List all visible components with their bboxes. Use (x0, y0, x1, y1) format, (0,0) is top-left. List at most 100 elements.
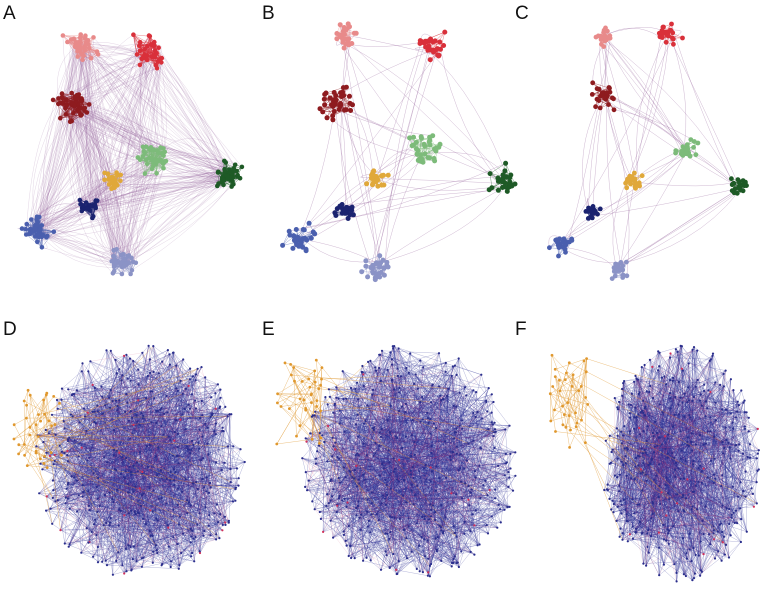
node (192, 537, 195, 540)
node (169, 471, 172, 474)
node (336, 504, 339, 507)
node (599, 90, 605, 96)
node (669, 21, 674, 27)
node (65, 487, 68, 490)
node (564, 425, 568, 429)
node (314, 358, 318, 362)
node (67, 388, 70, 391)
node (117, 524, 120, 527)
node (377, 274, 383, 280)
node (79, 112, 84, 118)
node (438, 477, 441, 480)
node (389, 531, 392, 534)
node (310, 392, 313, 396)
node (444, 370, 447, 373)
node (159, 157, 164, 163)
node (43, 455, 46, 458)
node (380, 172, 386, 178)
node (605, 488, 609, 491)
node (449, 455, 452, 458)
node (63, 427, 66, 430)
node (722, 372, 725, 375)
node (644, 405, 647, 408)
node (113, 448, 116, 451)
node (624, 462, 627, 465)
node (77, 47, 83, 52)
node (327, 502, 330, 505)
node (657, 436, 660, 439)
node (722, 452, 725, 455)
node (66, 483, 69, 486)
node (39, 223, 45, 228)
node (461, 497, 464, 500)
node (757, 468, 760, 471)
node (223, 461, 226, 464)
node (679, 457, 682, 460)
node (586, 403, 590, 406)
node (235, 174, 240, 179)
node (640, 366, 643, 369)
node (153, 62, 159, 68)
node (688, 414, 691, 417)
node (729, 378, 733, 381)
node (377, 262, 382, 268)
node (132, 423, 135, 426)
node (304, 471, 307, 474)
node (702, 533, 705, 536)
node (325, 504, 328, 507)
node (45, 495, 48, 498)
node (310, 437, 314, 441)
node (181, 392, 184, 395)
node (750, 487, 753, 490)
node (499, 521, 502, 524)
node (457, 469, 460, 472)
node (441, 532, 445, 535)
node (196, 487, 199, 490)
node (417, 41, 423, 46)
node (724, 426, 727, 429)
node (311, 500, 314, 503)
node (362, 559, 365, 562)
node (669, 379, 672, 382)
node (159, 408, 162, 411)
node (728, 446, 731, 449)
node (704, 415, 707, 418)
node (118, 261, 123, 267)
node (308, 235, 314, 241)
node (736, 522, 739, 525)
node (73, 476, 76, 479)
node (337, 32, 343, 38)
node (97, 476, 100, 480)
node (641, 409, 644, 412)
node (567, 414, 571, 417)
node (332, 536, 335, 539)
node (661, 24, 666, 30)
node (665, 514, 668, 517)
node (123, 476, 126, 479)
node (63, 452, 66, 455)
node (209, 486, 212, 489)
node (116, 404, 119, 408)
node (306, 220, 312, 226)
node (374, 366, 377, 369)
node (602, 95, 607, 101)
node (490, 515, 493, 518)
node (135, 560, 138, 563)
node (138, 487, 141, 490)
node (309, 432, 312, 435)
node (121, 374, 124, 377)
node (603, 488, 606, 492)
node (100, 385, 103, 388)
node (730, 513, 733, 516)
node (619, 500, 622, 503)
node (123, 572, 126, 575)
node (103, 456, 106, 459)
node (122, 256, 127, 262)
node (671, 452, 674, 455)
node (699, 540, 702, 543)
node (660, 376, 664, 379)
node (658, 351, 661, 354)
node (62, 420, 65, 423)
node (343, 430, 346, 433)
node (191, 375, 194, 378)
